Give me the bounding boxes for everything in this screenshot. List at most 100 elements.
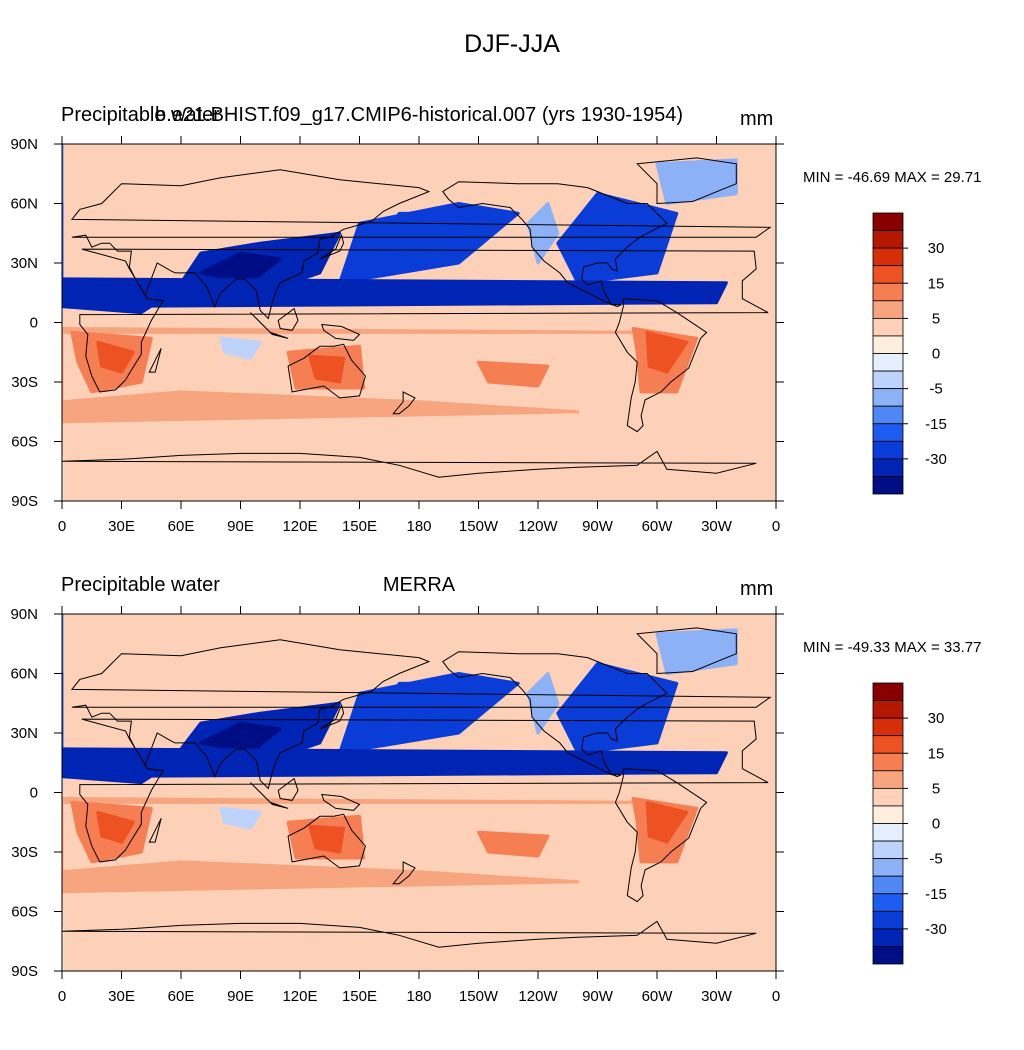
coastline [392, 391, 416, 415]
coastline [250, 312, 289, 339]
coastline [392, 861, 416, 885]
y-tick-label: 30S [11, 374, 38, 391]
colorbar-tick-label: 0 [932, 346, 940, 363]
colorbar-tick-label: 30 [928, 710, 945, 727]
map-plot: 0 30E 60E 90E 120E 150E 180 150W 120W 90W 60W 30W 0 9… [10, 606, 947, 1005]
x-tick-label: 90W [582, 988, 614, 1005]
colorbar-tick-label: -30 [925, 451, 947, 468]
coastline [70, 169, 772, 320]
coastline [277, 307, 299, 331]
x-tick-label: 60W [642, 518, 674, 535]
x-tick-label: 60E [168, 988, 195, 1005]
x-tick-label: 30E [108, 518, 135, 535]
coastline [62, 920, 757, 948]
y-tick-label: 90N [10, 606, 38, 623]
x-tick-label: 60E [168, 518, 195, 535]
units-label: mm [740, 108, 774, 130]
colorbar-swatch [872, 928, 904, 947]
y-tick-label: 90S [11, 963, 38, 980]
coastline [277, 777, 299, 801]
colorbar-tick-label: 30 [928, 240, 945, 257]
colorbar-swatch [872, 212, 904, 231]
coastline [636, 157, 737, 205]
colorbar-swatch [872, 893, 904, 912]
field-contour [219, 806, 262, 830]
colorbar-tick-label: -5 [929, 851, 942, 868]
colorbar-swatch [872, 230, 904, 249]
x-tick-label: 30W [701, 988, 733, 1005]
colorbar-tick-label: 15 [928, 745, 945, 762]
x-tick-label: 30E [108, 988, 135, 1005]
colorbar-swatch [872, 735, 904, 754]
coastline [70, 639, 772, 790]
x-tick-label: 90E [227, 518, 254, 535]
colorbar-swatch [872, 405, 904, 425]
min-max-label: MIN = -49.33 MAX = 33.77 [803, 639, 982, 656]
coastline [287, 343, 366, 399]
colorbar-swatch [872, 770, 904, 789]
coastline [636, 627, 737, 675]
field-contour [477, 830, 550, 858]
y-tick-label: 60S [11, 904, 38, 921]
variable-label: Precipitable water [61, 574, 220, 596]
field-contour [526, 672, 560, 735]
x-tick-label: 120W [518, 518, 558, 535]
field-contour [655, 158, 738, 205]
field-contour [645, 330, 689, 374]
colorbar-tick-label: 15 [928, 275, 945, 292]
colorbar-swatch [872, 458, 904, 477]
field-contour [645, 800, 689, 844]
colorbar-tick-label: 0 [932, 816, 940, 833]
field-contour [96, 340, 135, 374]
x-tick-label: 30W [701, 518, 733, 535]
field-contour [62, 327, 659, 424]
coastline [614, 768, 708, 903]
x-tick-label: 120W [518, 988, 558, 1005]
colorbar-swatch [872, 910, 904, 930]
colorbar-swatch [872, 875, 904, 895]
x-tick-label: 180 [406, 518, 431, 535]
colorbar-swatch [872, 353, 904, 372]
colorbar-swatch [872, 335, 904, 354]
field [62, 144, 738, 501]
colorbar-swatch [872, 700, 904, 719]
field-contour [96, 810, 135, 844]
colorbar-swatch [872, 752, 904, 772]
field-contour [655, 628, 738, 675]
min-max-label: MIN = -46.69 MAX = 29.71 [803, 169, 982, 186]
coastline [62, 450, 757, 478]
x-tick-label: 150W [459, 988, 499, 1005]
coastline [321, 793, 361, 811]
map-panel-model: 0 30E 60E 90E 120E 150E 180 150W 120W 90W 60W 30W 0 9… [0, 100, 1024, 580]
y-tick-label: 30N [10, 255, 38, 272]
x-tick-label: 180 [406, 988, 431, 1005]
field-contour [62, 797, 659, 894]
y-tick-label: 90N [10, 136, 38, 153]
colorbar-swatch [872, 840, 904, 860]
map-panel-obs: 0 30E 60E 90E 120E 150E 180 150W 120W 90W 60W 30W 0 9… [0, 570, 1024, 1050]
coastline [614, 298, 708, 433]
colorbar-tick-label: -15 [925, 886, 947, 903]
case-label: b.e21.BHIST.f09_g17.CMIP6-historical.007… [154, 104, 684, 126]
colorbar-tick-label: 5 [932, 780, 940, 797]
coastline [148, 348, 162, 373]
y-tick-label: 0 [30, 315, 38, 332]
x-tick-label: 150W [459, 518, 499, 535]
field-contour [477, 360, 550, 388]
y-tick-label: 60S [11, 434, 38, 451]
field-contour [526, 202, 560, 265]
case-label: MERRA [382, 574, 456, 596]
colorbar-swatch [872, 858, 904, 877]
x-tick-label: 120E [282, 518, 317, 535]
y-tick-label: 30S [11, 844, 38, 861]
colorbar-swatch [872, 300, 904, 319]
colorbar-swatch [872, 247, 904, 267]
y-tick-label: 60N [10, 196, 38, 213]
colorbar-swatch [872, 317, 904, 337]
field-contour [308, 824, 346, 854]
colorbar-swatch [872, 265, 904, 284]
x-tick-label: 0 [772, 988, 780, 1005]
colorbar-swatch [872, 946, 904, 965]
units-label: mm [740, 578, 774, 600]
coastline [319, 233, 345, 260]
